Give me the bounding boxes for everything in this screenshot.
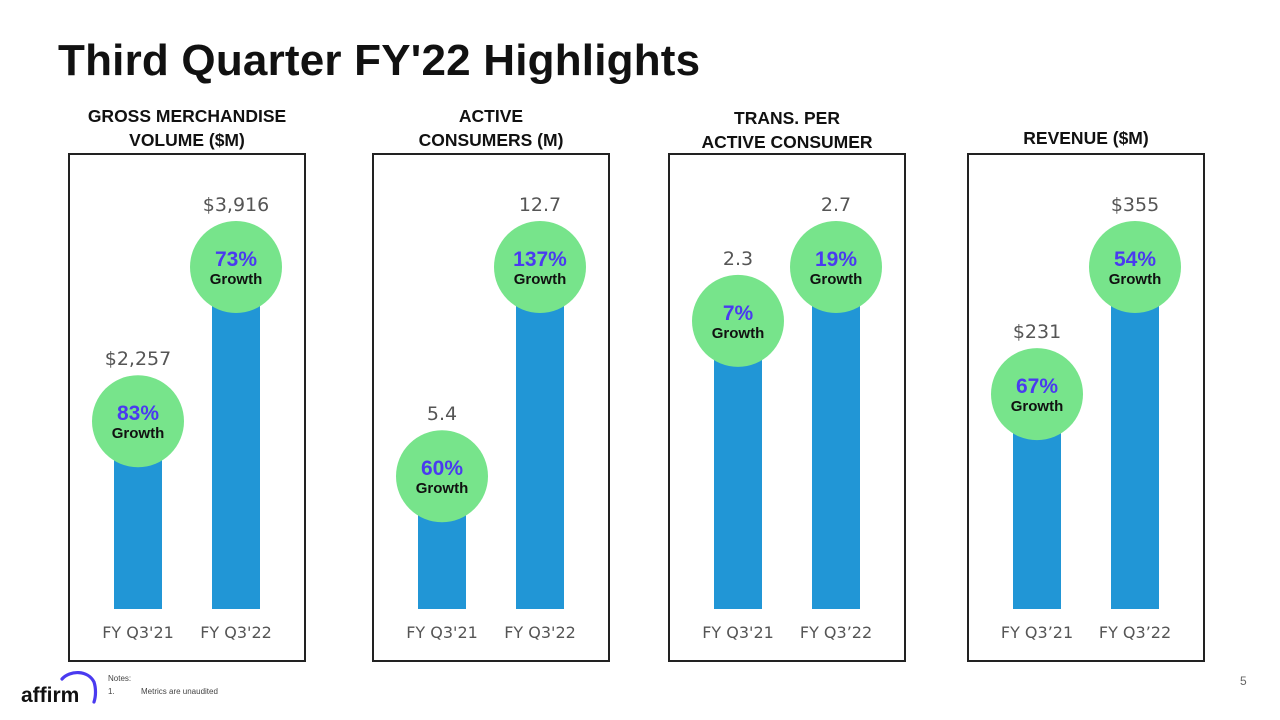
notes-item: 1. Metrics are unaudited (108, 685, 218, 698)
growth-circle (396, 430, 488, 523)
x-tick-label: FY Q3'22 (504, 623, 576, 642)
x-tick-label: FY Q3'22 (200, 623, 272, 642)
growth-percent: 73% (215, 248, 257, 271)
data-label: 2.7 (821, 194, 851, 216)
data-label: $355 (1111, 194, 1159, 216)
logo-wordmark: affirm (21, 684, 79, 707)
growth-percent: 60% (421, 457, 463, 480)
chart-title-line: REVENUE ($M) (1023, 128, 1149, 148)
chart-frame (372, 153, 610, 662)
data-label: $2,257 (105, 348, 171, 370)
x-tick-label: FY Q3’21 (1001, 623, 1073, 642)
growth-label: Growth (514, 271, 567, 288)
growth-circle (991, 348, 1083, 441)
notes-heading: Notes: (108, 674, 132, 683)
growth-circle (790, 221, 882, 313)
growth-label: Growth (112, 425, 165, 442)
growth-label: Growth (810, 271, 863, 288)
growth-label: Growth (712, 325, 765, 342)
growth-label: Growth (1011, 398, 1064, 415)
chart-frame (668, 153, 906, 662)
data-label: 5.4 (427, 403, 457, 425)
growth-circle (190, 221, 282, 313)
chart-title-line: VOLUME ($M) (129, 130, 245, 150)
chart-title-line: ACTIVE (458, 106, 524, 126)
chart-title: REVENUE ($M) (956, 126, 1216, 150)
growth-percent: 7% (723, 302, 754, 325)
x-tick-label: FY Q3’22 (1099, 623, 1171, 642)
chart-title: TRANS. PER ACTIVE CONSUMER (657, 106, 917, 154)
growth-label: Growth (416, 480, 469, 497)
chart-frame (967, 153, 1205, 662)
data-label: $231 (1013, 321, 1061, 343)
growth-percent: 137% (513, 248, 567, 271)
growth-label: Growth (210, 271, 263, 288)
chart-title-line: TRANS. PER (734, 108, 840, 128)
chart-title: ACTIVE CONSUMERS (M) (361, 104, 621, 152)
x-tick-label: FY Q3'21 (102, 623, 174, 642)
page-number: 5 (1240, 674, 1247, 688)
chart-title: GROSS MERCHANDISE VOLUME ($M) (57, 104, 317, 152)
notes-item-text: Metrics are unaudited (141, 687, 218, 696)
notes-item-number: 1. (108, 687, 115, 696)
growth-circle (692, 274, 784, 367)
growth-label: Growth (1109, 271, 1162, 288)
chart-title-line: ACTIVE CONSUMER (701, 132, 873, 152)
growth-percent: 54% (1114, 248, 1156, 271)
growth-percent: 19% (815, 248, 857, 271)
growth-circle (494, 221, 586, 313)
page-title: Third Quarter FY'22 Highlights (58, 36, 701, 85)
x-tick-label: FY Q3’22 (800, 623, 872, 642)
notes: Notes: 1. Metrics are unaudited (108, 672, 218, 698)
x-tick-label: FY Q3'21 (406, 623, 478, 642)
chart-title-line: GROSS MERCHANDISE (87, 106, 287, 126)
growth-percent: 83% (117, 402, 159, 425)
growth-circle (92, 375, 184, 468)
x-tick-label: FY Q3'21 (702, 623, 774, 642)
growth-percent: 67% (1016, 375, 1058, 398)
data-label: $3,916 (203, 194, 269, 216)
affirm-logo: affirm (21, 671, 98, 707)
data-label: 12.7 (519, 194, 561, 216)
chart-frame (68, 153, 306, 662)
growth-circle (1089, 221, 1181, 313)
chart-title-line: CONSUMERS (M) (418, 130, 564, 150)
data-label: 2.3 (723, 248, 753, 270)
